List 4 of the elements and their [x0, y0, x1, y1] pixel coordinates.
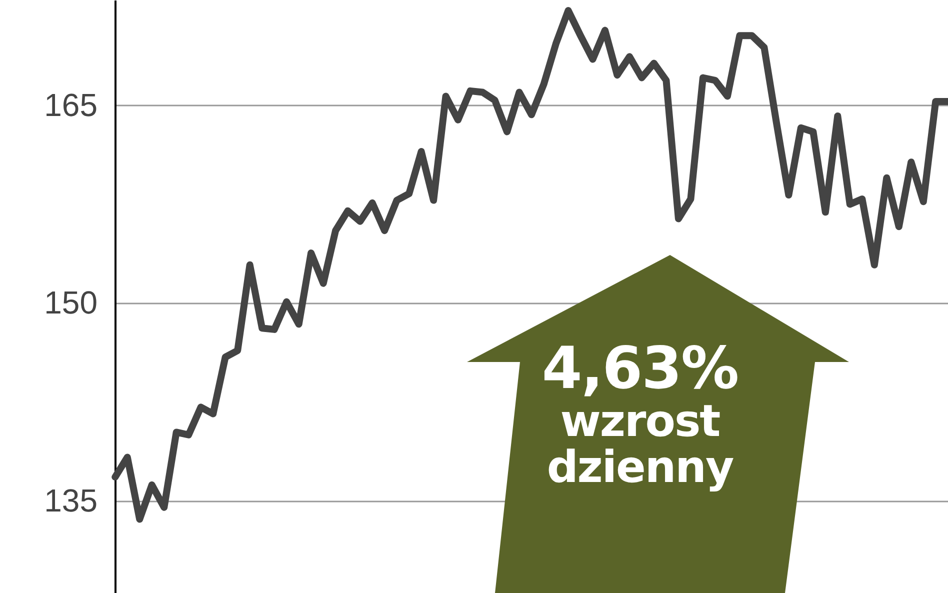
annotation: 4,63% wzrost dzienny [540, 334, 740, 494]
y-tick-label: 150 [44, 284, 98, 321]
y-tick-label: 165 [44, 86, 98, 123]
y-tick-label: 135 [44, 482, 98, 518]
